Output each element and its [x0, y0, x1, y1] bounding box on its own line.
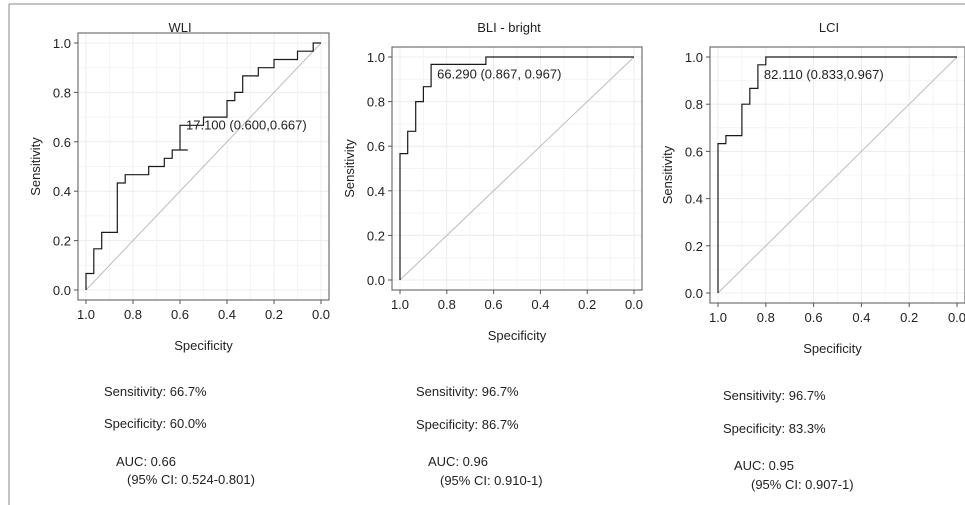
lci-ci-value: (95% CI: 0.907-1)	[751, 477, 854, 492]
diagonal-reference-line	[399, 56, 635, 281]
roc-panel-lci: 82.110 (0.833,0.967) 1.0 0.8 0.6 0.4 0.2 0.0 0.…	[660, 20, 965, 356]
x-tick-label: 0.0	[625, 297, 643, 312]
x-tick-label: 0.6	[485, 297, 503, 312]
wli-specificity-value: Specificity: 60.0%	[104, 416, 207, 431]
panel-title: LCI	[819, 20, 839, 35]
x-tick-label: 0.2	[265, 307, 283, 322]
x-tick-label: 0.0	[948, 310, 965, 325]
y-axis-label: Sensitivity	[660, 145, 675, 204]
x-tick-label: 0.2	[900, 310, 918, 325]
x-tick-label: 0.6	[171, 307, 189, 322]
y-tick-label: 1.0	[367, 50, 385, 65]
y-tick-label: 0.8	[685, 97, 703, 112]
y-axis-label: Sensitivity	[342, 139, 357, 198]
plot-frame	[391, 46, 643, 291]
y-axis-label: Sensitivity	[28, 137, 43, 196]
y-tick-label: 0.2	[685, 239, 703, 254]
y-tick-label: 0.8	[367, 95, 385, 110]
wli-ci-value: (95% CI: 0.524-0.801)	[127, 472, 255, 487]
roc-curve	[399, 56, 634, 280]
x-tick-label: 0.8	[124, 307, 142, 322]
x-tick-label: 1.0	[709, 310, 727, 325]
y-tick-label: 0.0	[53, 283, 71, 298]
x-tick-label: 0.8	[438, 297, 456, 312]
wli-auc-value: AUC: 0.66	[116, 454, 176, 469]
plot-frame	[709, 46, 965, 304]
diagonal-reference-line	[85, 42, 322, 291]
cutoff-label: 17.100 (0.600,0.667)	[186, 117, 307, 132]
y-tick-label: 0.2	[53, 234, 71, 249]
lci-sensitivity-value: Sensitivity: 96.7%	[723, 388, 826, 403]
x-tick-label: 0.2	[578, 297, 596, 312]
y-tick-label: 1.0	[685, 50, 703, 65]
roc-panel-bli: 66.290 (0.867, 0.967) 1.0 0.8 0.6 0.4 0.2 0.0 0…	[342, 20, 643, 343]
lci-specificity-value: Specificity: 83.3%	[723, 421, 826, 436]
y-tick-label: 0.4	[367, 184, 385, 199]
x-tick-label: 0.6	[805, 310, 823, 325]
cutoff-label: 82.110 (0.833,0.967)	[764, 67, 884, 82]
panel-title: BLI - bright	[477, 20, 541, 35]
wli-sensitivity-value: Sensitivity: 66.7%	[104, 384, 207, 399]
y-tick-label: 0.0	[685, 286, 703, 301]
bli-ci-value: (95% CI: 0.910-1)	[440, 473, 543, 488]
y-tick-label: 0.6	[53, 135, 71, 150]
x-tick-label: 1.0	[77, 307, 95, 322]
y-tick-label: 0.6	[685, 144, 703, 159]
cutoff-label: 66.290 (0.867, 0.967)	[437, 66, 561, 81]
y-tick-label: 0.4	[685, 192, 703, 207]
x-axis-label: Specificity	[803, 341, 862, 356]
x-axis-label: Specificity	[488, 328, 547, 343]
roc-panel-wli: 17.100 (0.600,0.667) 1.0 0.8 0.6 0.4 0.2 0.0 0.…	[28, 20, 330, 353]
y-tick-label: 0.4	[53, 184, 71, 199]
x-tick-label: 0.4	[531, 297, 549, 312]
roc-curve	[717, 56, 957, 293]
roc-curve	[85, 42, 321, 290]
y-tick-label: 0.6	[367, 139, 385, 154]
x-tick-label: 0.0	[312, 307, 330, 322]
y-tick-label: 0.8	[53, 85, 71, 100]
x-axis-label: Specificity	[174, 338, 233, 353]
diagonal-reference-line	[717, 56, 958, 294]
bli-auc-value: AUC: 0.96	[428, 454, 488, 469]
y-tick-label: 0.0	[367, 273, 385, 288]
y-tick-label: 1.0	[53, 36, 71, 51]
x-tick-label: 0.4	[218, 307, 236, 322]
bli-sensitivity-value: Sensitivity: 96.7%	[416, 384, 519, 399]
x-tick-label: 0.8	[757, 310, 775, 325]
plot-frame	[77, 32, 330, 301]
lci-auc-value: AUC: 0.95	[734, 458, 794, 473]
bli-specificity-value: Specificity: 86.7%	[416, 417, 519, 432]
y-tick-label: 0.2	[367, 228, 385, 243]
x-tick-label: 0.4	[852, 310, 870, 325]
panel-title: WLI	[168, 20, 191, 35]
x-tick-label: 1.0	[391, 297, 409, 312]
